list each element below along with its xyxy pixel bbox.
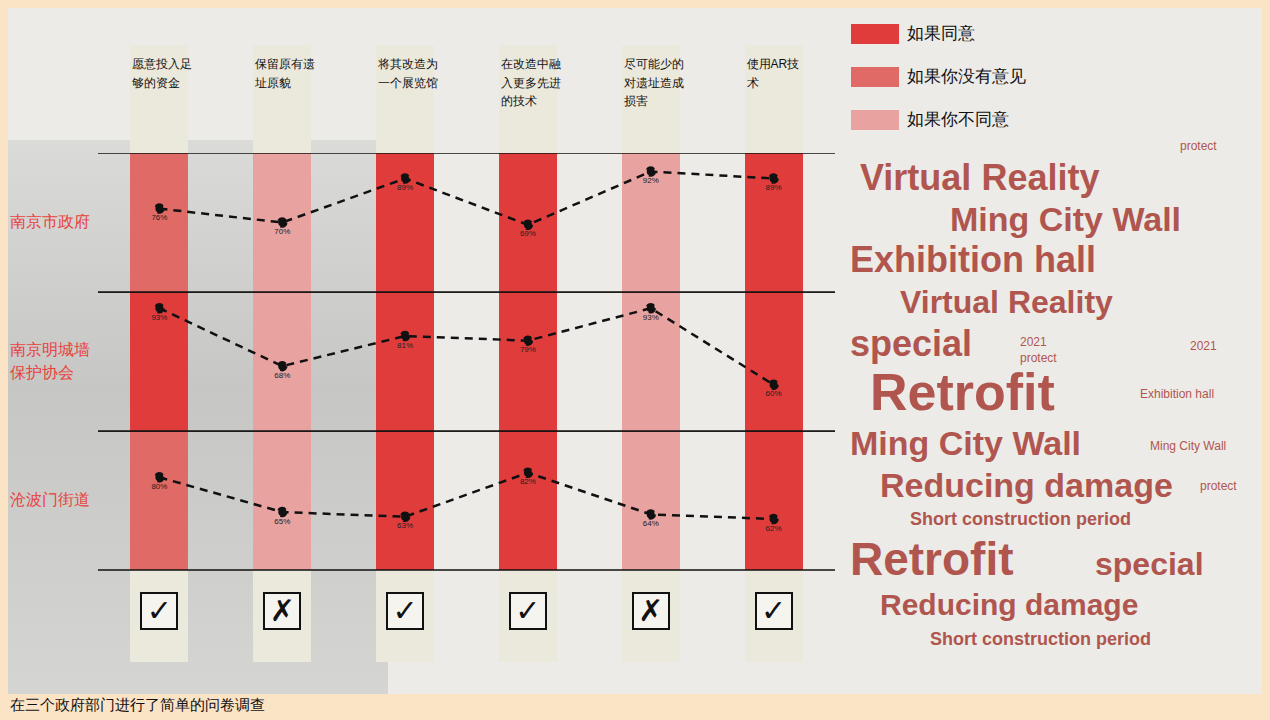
html-text:Reducing damage: Reducing damage: [880, 588, 1139, 621]
html-text:沧波门街道: 沧波门街道: [10, 491, 90, 509]
html-text:愿意投入足够的资金: 愿意投入足够的资金: [132, 57, 193, 90]
html-text:Ming City Wall: Ming City Wall: [1150, 439, 1227, 453]
html-text:2021: 2021: [1190, 339, 1217, 353]
svg-text:81%: 81%: [397, 341, 413, 350]
html-text:南京市政府: 南京市政府: [10, 213, 90, 231]
svg-text:89%: 89%: [397, 183, 413, 192]
html-text:Short construction period: Short construction period: [910, 509, 1131, 529]
html-text:Ming City Wall: Ming City Wall: [950, 200, 1182, 238]
svg-text:82%: 82%: [520, 477, 536, 486]
html-text:special: special: [1095, 546, 1204, 582]
svg-text:68%: 68%: [274, 371, 290, 380]
html-text:如果同意: 如果同意: [907, 24, 975, 43]
svg-text:69%: 69%: [520, 229, 536, 238]
svg-text:60%: 60%: [766, 389, 782, 398]
html-text:南京明城墙保护协会: 南京明城墙保护协会: [10, 341, 90, 381]
html-text:保留原有遗址原貌: 保留原有遗址原貌: [255, 57, 316, 90]
svg-text:62%: 62%: [766, 524, 782, 533]
html-text:在改造中融入更多先进的技术: 在改造中融入更多先进的技术: [500, 57, 561, 109]
html-text:Retrofit: Retrofit: [870, 363, 1055, 421]
svg-text:64%: 64%: [643, 519, 659, 528]
svg-text:65%: 65%: [274, 517, 290, 526]
html-text:protect: protect: [1200, 479, 1237, 493]
html-text:尽可能少的对遗址造成损害: 尽可能少的对遗址造成损害: [623, 57, 684, 109]
html-text:protect: protect: [1180, 139, 1217, 153]
html-text:special: special: [850, 323, 973, 364]
html-text:2021: 2021: [1020, 335, 1047, 349]
html-text:Reducing damage: Reducing damage: [880, 466, 1173, 504]
svg-text:80%: 80%: [151, 482, 167, 491]
html-text:protect: protect: [1020, 351, 1057, 365]
html-text:如果你不同意: 如果你不同意: [907, 110, 1009, 129]
svg-text:79%: 79%: [520, 345, 536, 354]
svg-text:92%: 92%: [643, 176, 659, 185]
svg-text:76%: 76%: [151, 213, 167, 222]
html-text:Virtual Reality: Virtual Reality: [860, 157, 1100, 198]
html-text:Short construction period: Short construction period: [930, 629, 1151, 649]
html-text:在三个政府部门进行了简单的问卷调查: 在三个政府部门进行了简单的问卷调查: [10, 696, 265, 713]
html-text:Exhibition hall: Exhibition hall: [1140, 387, 1214, 401]
html-text:Retrofit: Retrofit: [850, 533, 1014, 585]
svg-text:63%: 63%: [397, 521, 413, 530]
html-text:将其改造为一个展览馆: 将其改造为一个展览馆: [378, 57, 439, 90]
html-text:Exhibition hall: Exhibition hall: [850, 239, 1096, 280]
svg-text:93%: 93%: [151, 313, 167, 322]
html-text:使用AR技术: 使用AR技术: [746, 57, 800, 90]
html-text:如果你没有意见: 如果你没有意见: [907, 67, 1026, 86]
html-text:Ming City Wall: Ming City Wall: [850, 424, 1082, 462]
svg-text:70%: 70%: [274, 227, 290, 236]
svg-text:89%: 89%: [766, 183, 782, 192]
html-text:Virtual Reality: Virtual Reality: [900, 284, 1113, 320]
svg-text:93%: 93%: [643, 313, 659, 322]
